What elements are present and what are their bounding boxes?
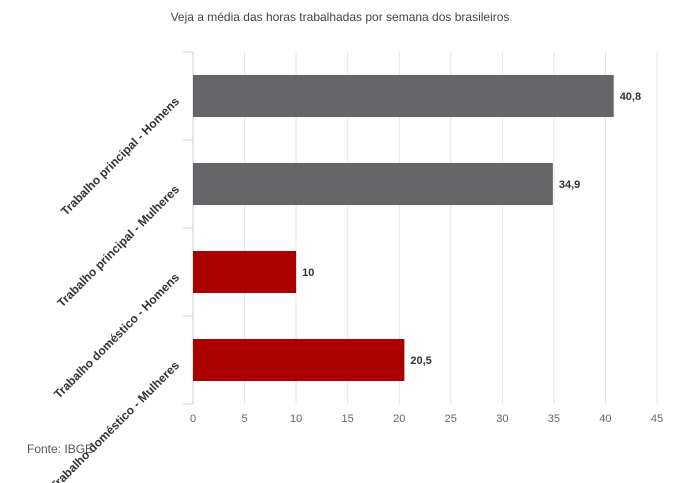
value-label: 40,8 — [620, 91, 641, 103]
x-tick-label: 0 — [190, 413, 196, 425]
x-tick-label: 40 — [599, 413, 611, 425]
bar — [193, 163, 553, 205]
value-label: 34,9 — [559, 179, 580, 191]
value-labels: 40,8 34,9 10 20,5 — [302, 91, 641, 367]
x-axis-ticks: 0 5 10 15 20 25 30 35 40 45 — [190, 413, 663, 425]
x-tick-label: 15 — [342, 413, 354, 425]
x-tick-label: 45 — [651, 413, 663, 425]
chart-title: Veja a média das horas trabalhadas por s… — [170, 10, 510, 24]
bar — [193, 251, 297, 293]
source-note: Fonte: IBGE — [27, 442, 94, 456]
bars — [193, 75, 614, 381]
x-tick-label: 35 — [548, 413, 560, 425]
x-tick-label: 5 — [241, 413, 247, 425]
bar — [193, 75, 614, 117]
bar — [193, 339, 405, 381]
x-tick-label: 10 — [290, 413, 302, 425]
x-tick-label: 25 — [445, 413, 457, 425]
x-tick-label: 20 — [393, 413, 405, 425]
value-label: 20,5 — [410, 355, 431, 367]
x-tick-label: 30 — [496, 413, 508, 425]
value-label: 10 — [302, 267, 314, 279]
